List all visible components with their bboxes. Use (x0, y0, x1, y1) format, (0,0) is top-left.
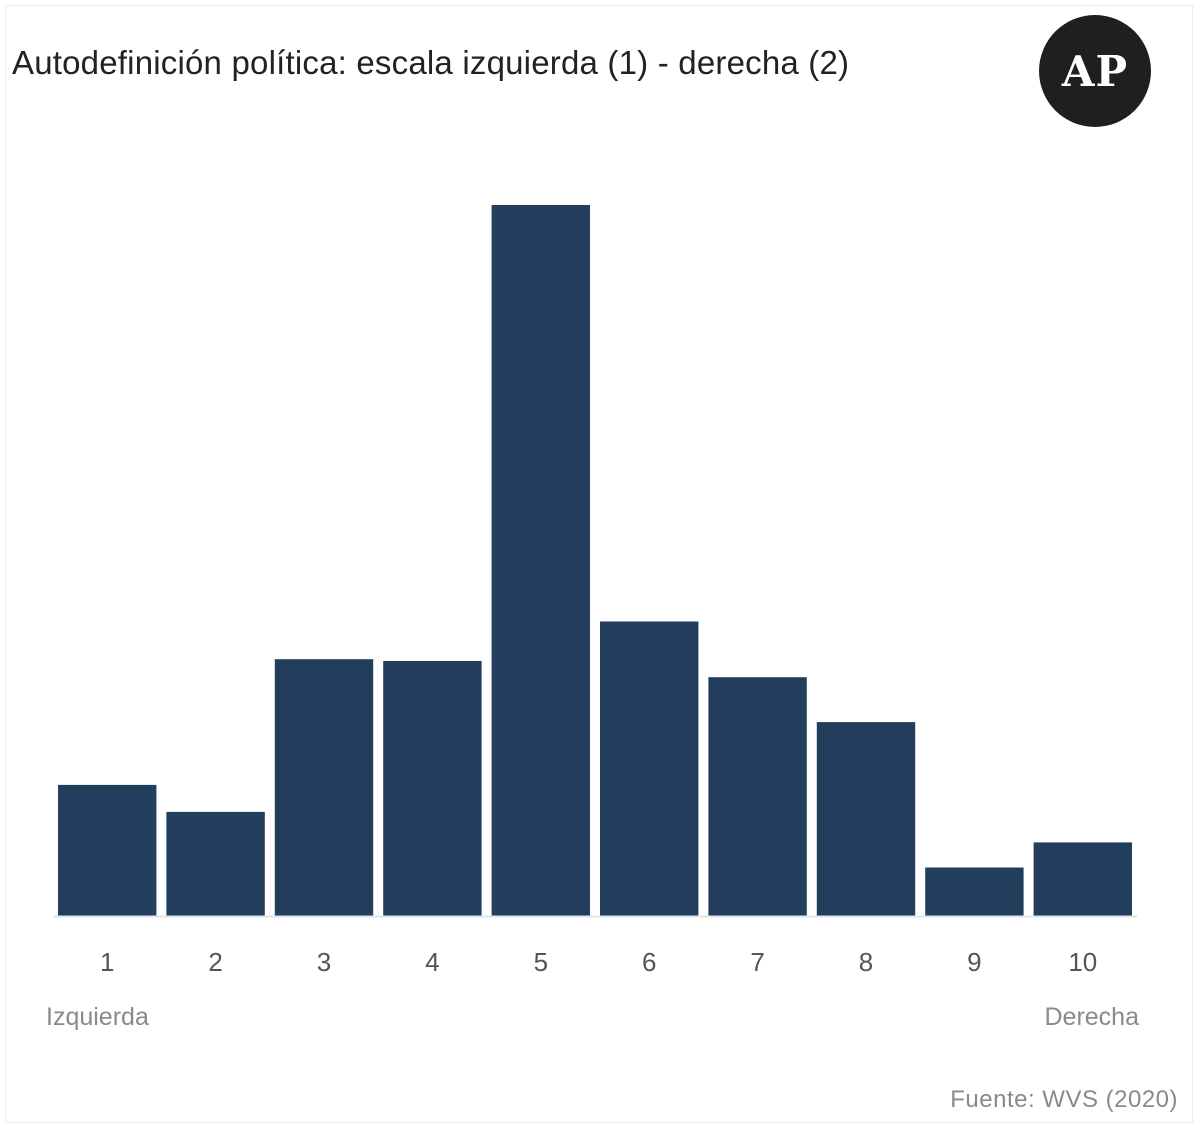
bar-6 (600, 621, 699, 916)
bar-5 (491, 205, 590, 916)
x-tick-label-6: 6 (642, 947, 656, 977)
bar-8 (816, 722, 916, 916)
bars-group (58, 205, 1132, 916)
x-tick-label-8: 8 (859, 947, 873, 977)
ap-logo-text: AP (1061, 46, 1129, 96)
x-tick-label-9: 9 (967, 947, 981, 977)
x-tick-label-7: 7 (750, 947, 764, 977)
bar-7 (708, 677, 807, 916)
source-note: Fuente: WVS (2020) (950, 1086, 1178, 1113)
chart-title: Autodefinición política: escala izquierd… (12, 44, 850, 81)
x-tick-label-4: 4 (425, 947, 439, 977)
bar-9 (925, 867, 1024, 916)
x-tick-labels: 1 2 3 4 5 6 7 8 9 10 (100, 947, 1097, 977)
x-tick-label-1: 1 (100, 947, 114, 977)
bar-4 (383, 661, 482, 916)
x-tick-label-3: 3 (317, 947, 331, 977)
x-tick-label-5: 5 (534, 947, 548, 977)
chart-frame (5, 5, 1193, 1123)
ap-logo: AP (1039, 15, 1151, 127)
x-tick-label-10: 10 (1068, 947, 1097, 977)
bar-1 (58, 784, 157, 916)
x-tick-label-2: 2 (208, 947, 222, 977)
bar-10 (1033, 842, 1132, 916)
axis-right-end-label: Derecha (1044, 1003, 1140, 1031)
bar-3 (274, 659, 374, 916)
bar-2 (166, 811, 265, 916)
axis-left-end-label: Izquierda (46, 1003, 149, 1031)
